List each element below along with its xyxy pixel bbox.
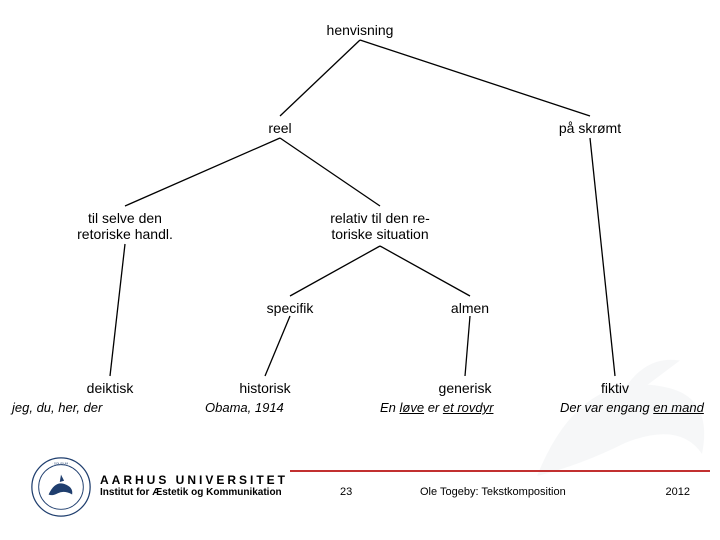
node-tilselv: til selve denretoriske handl. bbox=[77, 210, 173, 242]
footer: · SOLIDUM · AARHUS UNIVERSITET Institut … bbox=[0, 420, 720, 540]
txt: løve bbox=[400, 400, 425, 415]
node-reel: reel bbox=[268, 120, 291, 136]
tree-edges bbox=[50, 10, 670, 400]
example-generisk: En løve er et rovdyr bbox=[380, 400, 493, 415]
university-name: AARHUS UNIVERSITET bbox=[100, 473, 288, 487]
institute-name: Institut for Æstetik og Kommunikation bbox=[100, 487, 288, 498]
node-skromt: på skrømt bbox=[559, 120, 621, 136]
university-seal-icon: · SOLIDUM · bbox=[30, 456, 92, 518]
txt: En bbox=[380, 400, 400, 415]
page-number: 23 bbox=[340, 486, 352, 498]
node-deiktisk: deiktisk bbox=[87, 380, 134, 396]
year-text: 2012 bbox=[666, 486, 690, 498]
node-root: henvisning bbox=[327, 22, 394, 38]
footer-rule bbox=[290, 470, 710, 472]
node-fiktiv: fiktiv bbox=[601, 380, 629, 396]
svg-text:· SOLIDUM ·: · SOLIDUM · bbox=[52, 462, 70, 466]
txt: Der var engang bbox=[560, 400, 653, 415]
node-specifik: specifik bbox=[267, 300, 314, 316]
node-generisk: generisk bbox=[439, 380, 492, 396]
node-relativ: relativ til den re-toriske situation bbox=[330, 210, 430, 242]
example-historisk: Obama, 1914 bbox=[205, 400, 284, 415]
txt: en mand bbox=[653, 400, 704, 415]
node-historisk: historisk bbox=[239, 380, 290, 396]
tree-diagram: henvisning reel på skrømt til selve denreto… bbox=[50, 10, 670, 390]
txt: er bbox=[424, 400, 443, 415]
credit-text: Ole Togeby: Tekstkomposition bbox=[420, 486, 566, 498]
node-almen: almen bbox=[451, 300, 489, 316]
txt: et rovdyr bbox=[443, 400, 494, 415]
example-deiktisk: jeg, du, her, der bbox=[12, 400, 102, 415]
example-fiktiv: Der var engang en mand bbox=[560, 400, 704, 415]
university-block: AARHUS UNIVERSITET Institut for Æstetik … bbox=[100, 473, 288, 498]
